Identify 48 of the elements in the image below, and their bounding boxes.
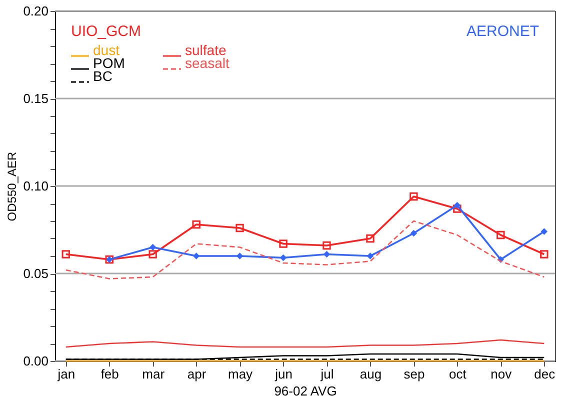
x-tick-label: dec: [534, 366, 556, 382]
y-axis-title: OD550_AER: [5, 151, 20, 222]
point: [322, 241, 331, 250]
x-tick-label: may: [228, 366, 254, 382]
x-tick-label: jan: [56, 366, 76, 382]
x-tick-label: feb: [100, 366, 119, 382]
x-tick-label: aug: [360, 366, 382, 382]
point: [366, 252, 374, 260]
y-tick-label: 0.00: [23, 354, 48, 368]
legend-label: BC: [93, 68, 112, 84]
point: [453, 204, 462, 213]
point: [192, 252, 200, 260]
x-axis-title: 96-02 AVG: [274, 384, 337, 398]
point: [410, 230, 418, 237]
y-tick-label: 0.10: [23, 178, 48, 194]
x-tick-label: apr: [187, 366, 207, 382]
point: [323, 250, 330, 258]
legend-label: POM: [93, 55, 125, 71]
point: [280, 254, 287, 262]
y-tick-label: 0.20: [23, 4, 48, 18]
y-tick-label: 0.05: [23, 266, 48, 281]
point: [279, 240, 288, 248]
legend-label: dust: [93, 42, 120, 58]
point: [540, 228, 548, 235]
x-tick-label: oct: [449, 366, 467, 382]
point: [192, 220, 200, 229]
point: [366, 234, 374, 243]
x-tick-label: jun: [274, 366, 292, 382]
point: [496, 230, 505, 240]
point: [236, 252, 244, 260]
line-series: [65, 220, 545, 280]
text: AERONET: [466, 23, 539, 40]
point: [236, 224, 244, 232]
text: UIO_GCM: [71, 23, 142, 40]
legend-label: seasalt: [185, 55, 230, 71]
point: [454, 202, 461, 209]
x-tick-label: nov: [490, 366, 512, 382]
point: [540, 250, 548, 258]
x-tick-label: jul: [320, 366, 334, 382]
line-series: [65, 339, 545, 348]
point: [62, 250, 70, 258]
x-tick-label: sep: [404, 366, 425, 382]
point: [410, 192, 418, 201]
point: [148, 250, 157, 258]
point: [149, 244, 156, 251]
y-tick-label: 0.15: [23, 91, 48, 106]
x-tick-label: mar: [142, 366, 166, 382]
legend-label: sulfate: [185, 42, 226, 58]
